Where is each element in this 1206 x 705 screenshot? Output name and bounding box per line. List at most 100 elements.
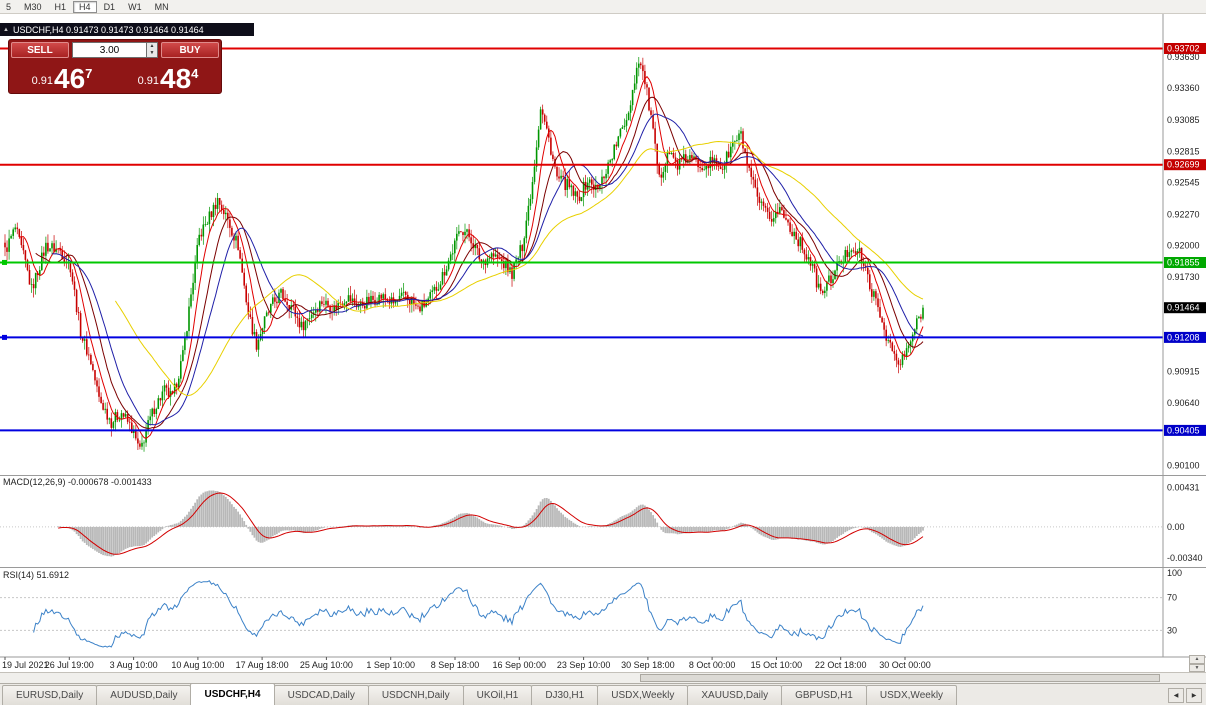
vertical-scroll-buttons: ▲ ▼ [1189, 655, 1205, 672]
rsi-line [33, 580, 924, 648]
price-tick-label: 0.90640 [1167, 398, 1200, 408]
chart-tab[interactable]: USDCAD,Daily [273, 685, 369, 705]
timeframe-button-h1[interactable]: H1 [54, 1, 67, 12]
scroll-up-icon[interactable]: ▲ [1189, 655, 1205, 664]
tabs-scroll-left-icon[interactable]: ◀ [1168, 688, 1184, 703]
price-tick-label: 0.93085 [1167, 115, 1200, 125]
sell-price-small: 0.91 [31, 75, 54, 87]
horizontal-scrollbar[interactable] [0, 672, 1206, 683]
line-price-tag-text: 0.92699 [1167, 160, 1200, 170]
price-tick-label: 0.91730 [1167, 272, 1200, 282]
line-price-tag-text: 0.93702 [1167, 44, 1200, 54]
sell-price-button[interactable]: 0.91 46 7 [9, 60, 115, 93]
line-price-tag-text: 0.90405 [1167, 425, 1200, 435]
tabs-scroll-right-icon[interactable]: ▶ [1186, 688, 1202, 703]
price-axis[interactable]: 0.93630 0.93360 0.93085 0.92815 0.92545 0.922… [1164, 43, 1206, 635]
one-click-header-row: SELL 3.00 ▲ ▼ BUY [9, 40, 221, 60]
price-tick-label: 0.93360 [1167, 83, 1200, 93]
time-label: 17 Aug 18:00 [236, 660, 289, 670]
line-handle[interactable] [2, 259, 7, 265]
timeframe-button-w1[interactable]: W1 [128, 1, 142, 12]
volume-spinner: ▲ ▼ [146, 42, 158, 58]
moving-average-8 [19, 75, 924, 440]
line-price-tag [1164, 159, 1206, 171]
sell-price-sup: 7 [85, 66, 93, 81]
volume-up-icon[interactable]: ▲ [149, 43, 155, 49]
chart-canvas[interactable]: MACD(12,26,9) -0.000678 -0.001433 RSI(14)… [0, 14, 1206, 672]
line-price-tag-text: 0.91855 [1167, 258, 1200, 268]
rsi-tick-label: 100 [1167, 568, 1182, 578]
time-label: 25 Aug 10:00 [300, 660, 353, 670]
buy-button[interactable]: BUY [161, 42, 219, 58]
rsi-tick-label: 30 [1167, 625, 1177, 635]
chart-tab[interactable]: AUDUSD,Daily [96, 685, 192, 705]
price-tick-label: 0.93630 [1167, 52, 1200, 62]
current-price-tag [1164, 302, 1206, 314]
chart-window: MACD(12,26,9) -0.000678 -0.001433 RSI(14)… [0, 14, 1206, 672]
price-tick-label: 0.90100 [1167, 461, 1200, 471]
price-tick-label: 0.92270 [1167, 209, 1200, 219]
time-label: 3 Aug 10:00 [110, 660, 158, 670]
time-label: 8 Oct 00:00 [689, 660, 736, 670]
current-price-tag-text: 0.91464 [1167, 303, 1200, 313]
chart-title-bar: ▲ USDCHF,H4 0.91473 0.91473 0.91464 0.91… [0, 23, 254, 36]
sell-price-big: 46 [54, 63, 86, 94]
moving-average-24 [51, 113, 924, 426]
scroll-down-icon[interactable]: ▼ [1189, 663, 1205, 672]
tab-scroll-arrows: ◀ ▶ [1164, 688, 1206, 705]
sell-button[interactable]: SELL [11, 42, 69, 58]
line-price-tag-text: 0.91208 [1167, 332, 1200, 342]
chart-tab[interactable]: USDCHF,H4 [190, 683, 275, 705]
buy-price-small: 0.91 [137, 75, 160, 87]
chart-tab[interactable]: USDX,Weekly [597, 685, 689, 705]
time-label: 10 Aug 10:00 [171, 660, 224, 670]
chart-tab[interactable]: GBPUSD,H1 [781, 685, 867, 705]
time-label: 15 Oct 10:00 [751, 660, 803, 670]
one-click-trading-panel: SELL 3.00 ▲ ▼ BUY 0.91 46 7 0.91 48 4 [8, 39, 222, 94]
price-tick-label: 0.92000 [1167, 241, 1200, 251]
time-label: 19 Jul 2021 [2, 660, 49, 670]
timeframe-button-d1[interactable]: D1 [103, 1, 116, 12]
time-label: 30 Oct 00:00 [879, 660, 931, 670]
volume-input[interactable]: 3.00 [72, 42, 146, 58]
time-label: 30 Sep 18:00 [621, 660, 675, 670]
chart-ohlc-title: USDCHF,H4 0.91473 0.91473 0.91464 0.9146… [12, 24, 204, 35]
line-handle[interactable] [2, 334, 7, 340]
time-label: 23 Sep 10:00 [557, 660, 611, 670]
chart-tab[interactable]: UKOil,H1 [462, 685, 533, 705]
scrollbar-thumb[interactable] [640, 674, 1160, 682]
one-click-price-row: 0.91 46 7 0.91 48 4 [9, 60, 221, 93]
moving-average-55 [114, 140, 924, 397]
price-tick-label: 0.92545 [1167, 178, 1200, 188]
buy-price-sup: 4 [191, 66, 199, 81]
tab-strip: EURUSD,Daily AUDUSD,Daily USDCHF,H4 USDCAD,… [0, 683, 958, 705]
volume-down-icon[interactable]: ▼ [149, 50, 155, 56]
buy-price-big: 48 [160, 63, 192, 94]
line-price-tag [1164, 43, 1206, 54]
time-label: 26 Jul 19:00 [45, 660, 94, 670]
timeframe-toolbar: 5 M30 H1 H4 D1 W1 MN [0, 0, 1206, 14]
macd-label: MACD(12,26,9) -0.000678 -0.001433 [3, 477, 152, 487]
timeframe-button-mn[interactable]: MN [154, 1, 169, 12]
chart-tab[interactable]: USDCNH,Daily [367, 685, 464, 705]
chart-tab[interactable]: USDX,Weekly [865, 685, 958, 705]
macd-signal-line [58, 492, 924, 555]
chart-tabs-bar: EURUSD,Daily AUDUSD,Daily USDCHF,H4 USDCAD,… [0, 683, 1206, 705]
chart-collapse-icon[interactable]: ▲ [3, 26, 9, 33]
moving-average-16 [35, 96, 924, 430]
chart-tab[interactable]: DJ30,H1 [531, 685, 599, 705]
time-label: 22 Oct 18:00 [815, 660, 867, 670]
line-price-tag [1164, 331, 1206, 343]
chart-tab[interactable]: EURUSD,Daily [2, 685, 98, 705]
timeframe-button-5[interactable]: 5 [6, 1, 12, 12]
macd-tick-label: 0.00431 [1167, 483, 1200, 493]
chart-tab[interactable]: XAUUSD,Daily [687, 685, 783, 705]
rsi-tick-label: 70 [1167, 593, 1177, 603]
timeframe-button-m30[interactable]: M30 [24, 1, 42, 12]
time-label: 1 Sep 10:00 [366, 660, 415, 670]
rsi-label: RSI(14) 51.6912 [3, 570, 69, 580]
timeframe-button-h4[interactable]: H4 [73, 0, 97, 13]
buy-price-button[interactable]: 0.91 48 4 [115, 60, 221, 93]
time-label: 16 Sep 00:00 [493, 660, 547, 670]
